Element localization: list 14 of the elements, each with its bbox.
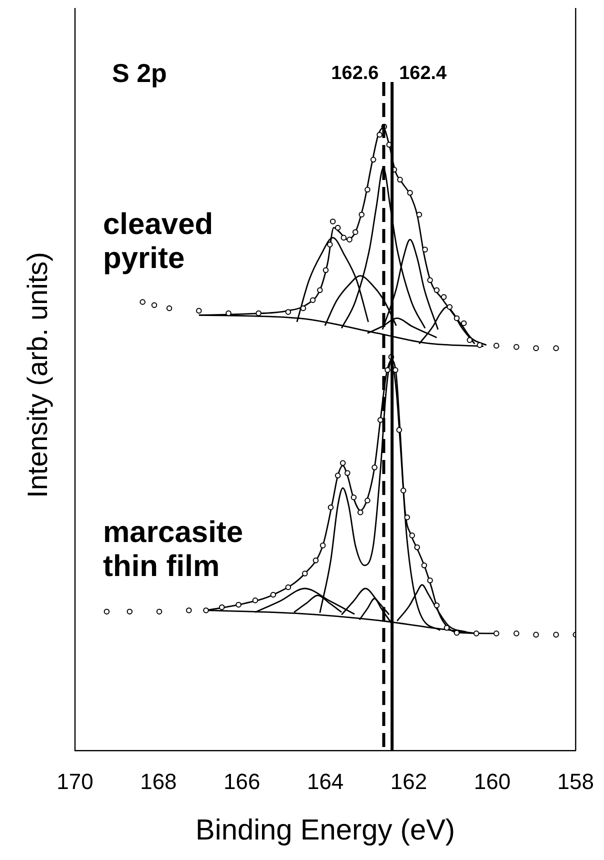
- x-tick-label: 162: [390, 769, 428, 794]
- ref-line-label: 162.4: [399, 63, 448, 84]
- x-tick-label: 168: [140, 769, 177, 794]
- x-axis-title: Binding Energy (eV): [196, 814, 456, 847]
- x-tick-label: 170: [56, 769, 94, 794]
- y-axis-title: Intensity (arb. units): [22, 252, 54, 498]
- annotation: marcasite thin film: [103, 516, 244, 584]
- x-tick-label: 160: [474, 769, 511, 794]
- chart-title: S 2p: [112, 58, 167, 89]
- x-tick-label: 166: [224, 769, 260, 794]
- x-tick-label: 158: [557, 769, 594, 794]
- x-tick-label: 164: [306, 769, 344, 794]
- annotation: cleaved pyrite: [103, 208, 214, 276]
- ref-line-label: 162.6: [331, 63, 379, 84]
